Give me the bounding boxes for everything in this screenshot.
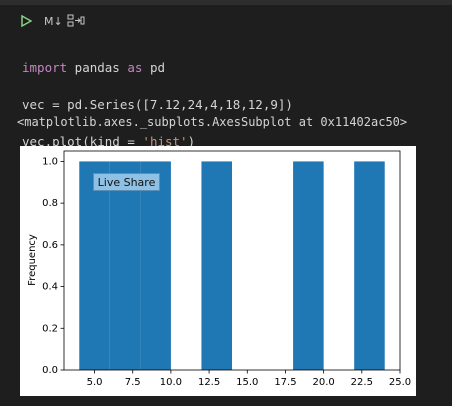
code-token: pandas bbox=[67, 59, 128, 75]
bar bbox=[354, 161, 385, 370]
keyword: as bbox=[127, 59, 143, 75]
y-tick-label: 0.6 bbox=[42, 240, 58, 251]
y-tick-label: 0.2 bbox=[42, 323, 58, 334]
y-tick-label: 0.0 bbox=[42, 365, 58, 376]
plot-frame bbox=[63, 150, 401, 371]
code-token: pd bbox=[142, 59, 166, 75]
x-tick-label: 12.5 bbox=[198, 377, 220, 388]
code-cell[interactable]: import pandas as pd vec = pd.Series([7.1… bbox=[22, 40, 293, 170]
split-button[interactable] bbox=[67, 14, 85, 28]
x-tick-label: 10.0 bbox=[160, 377, 182, 388]
bar bbox=[109, 161, 141, 370]
y-tick-label: 0.8 bbox=[42, 198, 58, 209]
x-tick-label: 25.0 bbox=[389, 377, 411, 388]
code-line: import pandas as pd bbox=[22, 59, 293, 78]
x-tick-label: 20.0 bbox=[313, 377, 335, 388]
string: 'hist' bbox=[142, 133, 188, 149]
histogram-chart: Frequency 0.0 0.2 0.4 0.6 0.8 1.0 5.0 7.5 10.0 12… bbox=[20, 146, 416, 396]
x-tick-label: 22.5 bbox=[351, 377, 373, 388]
bar bbox=[293, 161, 324, 370]
keyword: import bbox=[22, 59, 68, 75]
y-axis-label: Frequency bbox=[27, 234, 38, 286]
bar bbox=[79, 161, 110, 370]
y-tick-label: 1.0 bbox=[42, 156, 58, 167]
y-tick-label: 0.4 bbox=[42, 282, 58, 293]
x-tick-label: 7.5 bbox=[125, 377, 141, 388]
bar bbox=[201, 161, 232, 370]
run-button[interactable] bbox=[20, 14, 32, 28]
code-line: vec = pd.Series([7.12,24,4,18,12,9]) bbox=[22, 96, 293, 115]
code-token: vec.plot(kind = bbox=[22, 133, 143, 149]
x-tick-label: 17.5 bbox=[274, 377, 296, 388]
top-bar bbox=[0, 0, 452, 5]
markdown-button[interactable]: M↓ bbox=[44, 15, 63, 28]
x-tick-label: 15.0 bbox=[236, 377, 258, 388]
x-tick-label: 5.0 bbox=[87, 377, 103, 388]
output-text: <matplotlib.axes._subplots.AxesSubplot a… bbox=[17, 115, 408, 129]
code-token: ) bbox=[187, 133, 196, 149]
code-line: vec.plot(kind = 'hist') bbox=[22, 133, 293, 152]
code-token: vec = pd.Series([7.12,24,4,18,12,9]) bbox=[22, 96, 293, 112]
bar bbox=[140, 161, 171, 370]
live-share-button[interactable]: Live Share bbox=[93, 173, 160, 191]
